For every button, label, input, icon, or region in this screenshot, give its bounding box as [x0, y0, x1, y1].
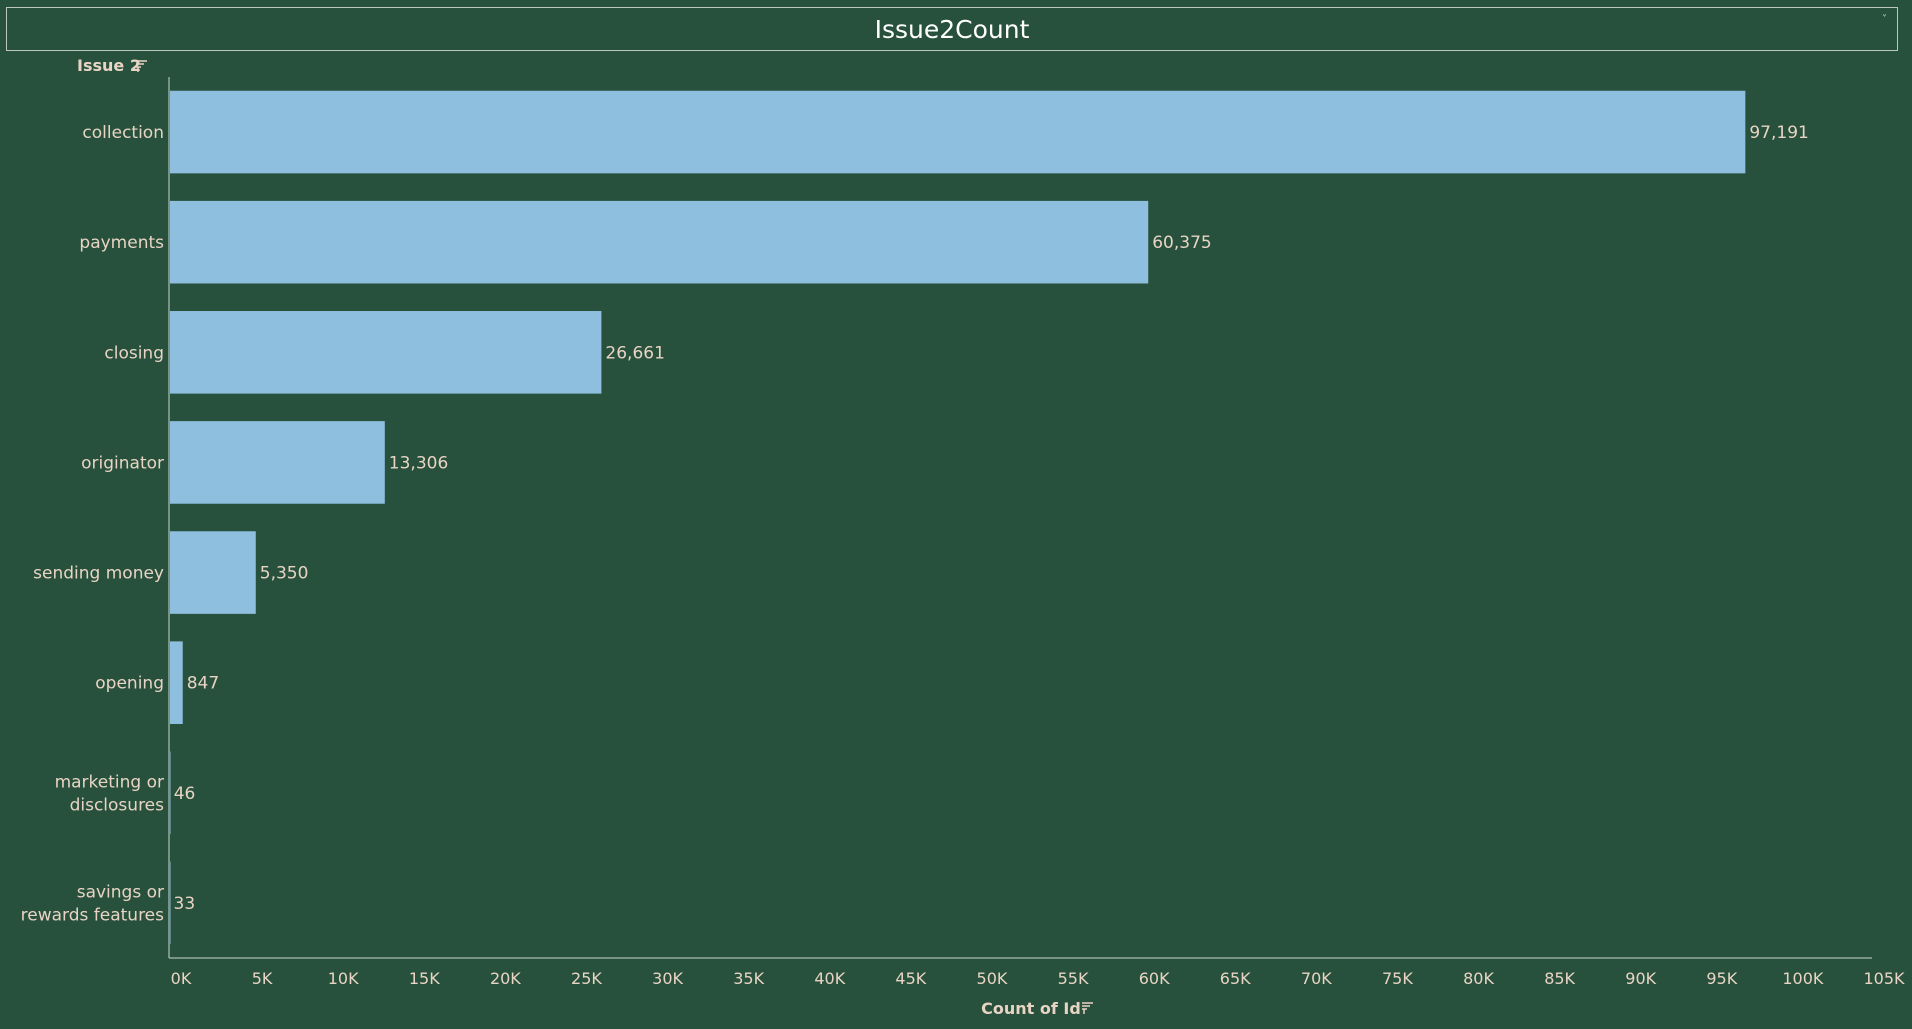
x-tick-label: 85K	[1544, 969, 1575, 988]
dropdown-caret-icon[interactable]: ˅	[1882, 14, 1887, 25]
data-label: 46	[174, 784, 196, 804]
category-label: disclosures	[70, 795, 165, 815]
x-tick-label: 70K	[1301, 969, 1332, 988]
category-label: collection	[82, 123, 164, 143]
data-label: 26,661	[605, 343, 664, 363]
x-tick-label: 55K	[1058, 969, 1089, 988]
bar-7[interactable]	[170, 861, 171, 945]
x-tick-label: 20K	[490, 969, 521, 988]
chart-title: Issue2Count	[874, 14, 1030, 44]
sort-icon[interactable]	[1082, 1002, 1093, 1014]
category-label: marketing or	[55, 772, 164, 792]
x-tick-label: 35K	[733, 969, 764, 988]
category-label: originator	[81, 453, 164, 473]
title-box: Issue2Count ˅	[6, 7, 1898, 51]
category-label: opening	[95, 674, 164, 694]
data-label: 13,306	[389, 453, 448, 473]
data-label: 5,350	[260, 564, 309, 584]
x-tick-label: 40K	[814, 969, 845, 988]
data-label: 33	[174, 894, 196, 914]
bar-5[interactable]	[170, 641, 183, 724]
category-label: payments	[79, 233, 164, 253]
category-label: sending money	[33, 564, 164, 584]
x-tick-label: 0K	[171, 969, 192, 988]
bar-1[interactable]	[170, 200, 1149, 284]
bar-4[interactable]	[170, 531, 256, 614]
x-tick-label: 25K	[571, 969, 602, 988]
category-label: savings or	[77, 882, 164, 902]
x-tick-label: 95K	[1706, 969, 1737, 988]
category-label: rewards features	[21, 905, 165, 925]
x-tick-label: 60K	[1139, 969, 1170, 988]
x-tick-label: 105K	[1863, 969, 1905, 988]
x-tick-label: 15K	[409, 969, 440, 988]
data-label: 97,191	[1749, 123, 1808, 143]
x-tick-label: 75K	[1382, 969, 1413, 988]
bar-0[interactable]	[170, 90, 1746, 174]
x-tick-label: 100K	[1782, 969, 1824, 988]
bar-6[interactable]	[170, 751, 171, 835]
row-header-label: Issue 2	[77, 56, 141, 75]
x-tick-label: 45K	[895, 969, 926, 988]
x-tick-label: 10K	[328, 969, 359, 988]
x-tick-label: 5K	[252, 969, 273, 988]
bar-3[interactable]	[170, 421, 385, 504]
x-tick-label: 30K	[652, 969, 683, 988]
x-tick-label: 90K	[1625, 969, 1656, 988]
sort-icon[interactable]	[136, 60, 147, 72]
category-label: closing	[104, 343, 164, 363]
x-axis-title: Count of Id	[981, 999, 1081, 1018]
bar-2[interactable]	[170, 311, 602, 394]
data-label: 60,375	[1152, 233, 1211, 253]
x-tick-label: 80K	[1463, 969, 1494, 988]
data-label: 847	[187, 674, 219, 694]
x-tick-label: 50K	[977, 969, 1008, 988]
x-tick-label: 65K	[1220, 969, 1251, 988]
